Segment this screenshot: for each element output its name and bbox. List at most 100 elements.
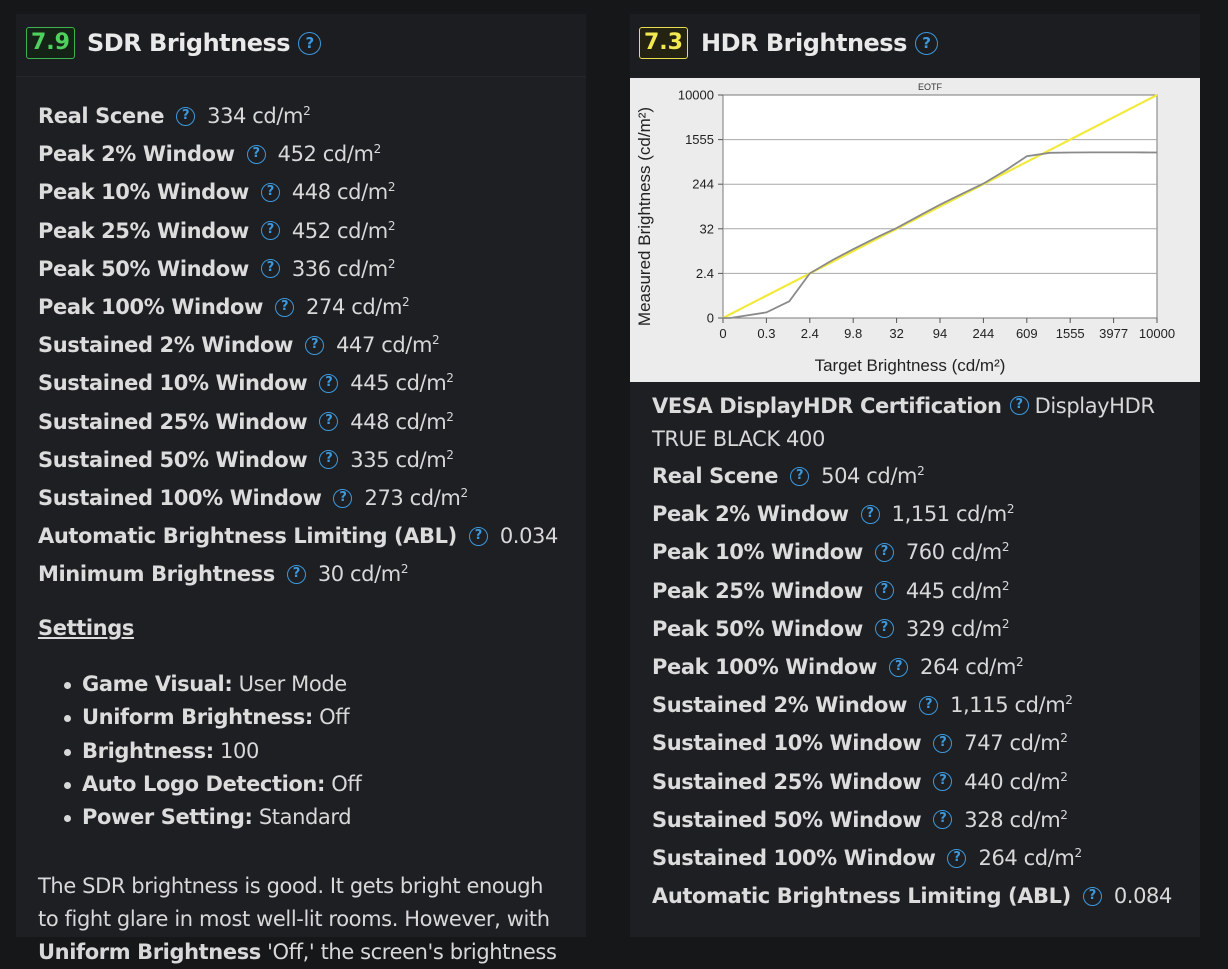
question-circle-icon[interactable]: ? — [874, 581, 894, 601]
question-circle-icon[interactable]: ? — [319, 450, 339, 470]
question-circle-icon[interactable]: ? — [319, 412, 339, 432]
metric-value-text: 335 cd/m — [350, 447, 447, 472]
x-axis-label: Target Brightness (cd/m²) — [815, 356, 1006, 375]
sdr-row: Real Scene? 334 cd/m2 — [38, 101, 311, 131]
metric-value-text: 445 cd/m — [905, 578, 1002, 603]
question-circle-icon[interactable]: ? — [1009, 395, 1029, 415]
metric-value: 445 cd/m2 — [905, 578, 1010, 603]
question-circle-icon[interactable]: ? — [933, 733, 953, 753]
metric-value-text: 334 cd/m — [207, 104, 304, 128]
y-tick-label: 10000 — [678, 88, 714, 103]
metric-label: Sustained 25% Window — [38, 409, 308, 434]
metric-unit-exponent: 2 — [1060, 731, 1068, 746]
metric-unit-exponent: 2 — [1006, 502, 1015, 517]
question-circle-icon[interactable]: ? — [889, 657, 909, 677]
y-axis-label: Measured Brightness (cd/m²) — [635, 107, 654, 326]
metric-value: 264 cd/m2 — [920, 655, 1024, 679]
sdr-row: Sustained 2% Window? 447 cd/m2 — [38, 330, 440, 360]
question-circle-icon[interactable]: ? — [305, 335, 325, 355]
settings-item-label: Game Visual: — [82, 672, 233, 696]
settings-item-value: User Mode — [232, 672, 348, 696]
metric-value: 334 cd/m2 — [207, 104, 311, 128]
metric-value-text: 264 cd/m — [978, 846, 1075, 870]
metric-label: Peak 2% Window — [38, 142, 235, 167]
question-circle-icon[interactable]: ? — [933, 772, 953, 792]
sdr-row: Sustained 50% Window? 335 cd/m2 — [38, 445, 454, 475]
metric-value-text: 452 cd/m — [277, 142, 374, 167]
question-circle-icon[interactable]: ? — [790, 466, 810, 486]
question-circle-icon[interactable]: ? — [874, 619, 894, 639]
question-circle-icon[interactable]: ? — [860, 504, 880, 524]
metric-value-text: 328 cd/m — [964, 807, 1061, 832]
metric-value: 264 cd/m2 — [978, 846, 1082, 870]
question-circle-icon[interactable]: ? — [468, 526, 488, 546]
metric-label: Peak 100% Window — [38, 295, 264, 319]
metric-value-text: 264 cd/m — [920, 655, 1017, 679]
metric-value: 0.084 — [1114, 884, 1173, 908]
x-tick-label: 0.3 — [757, 326, 775, 341]
settings-item-value: 100 — [213, 738, 259, 763]
question-circle-icon[interactable]: ? — [275, 297, 295, 317]
question-circle-icon[interactable]: ? — [919, 695, 939, 715]
metric-value: 504 cd/m2 — [821, 464, 925, 488]
metric-value: 1,151 cd/m2 — [892, 502, 1015, 526]
hdr-brightness-panel: 7.3 HDR Brightness ? 0 2.4 32 244 1555 10000 0… — [630, 14, 1200, 937]
metric-value-text: 0.034 — [499, 524, 559, 549]
metric-unit-exponent: 2 — [387, 218, 396, 233]
sdr-row: Peak 100% Window? 274 cd/m2 — [38, 292, 410, 322]
sdr-title-text: SDR Brightness — [87, 29, 291, 57]
question-circle-icon[interactable]: ? — [933, 810, 953, 830]
settings-item-label: Brightness: — [82, 738, 214, 763]
settings-item-value: Off — [312, 705, 350, 730]
sdr-row: Minimum Brightness? 30 cd/m2 — [38, 559, 409, 589]
question-circle-icon[interactable]: ? — [319, 373, 339, 393]
hdr-row: Peak 100% Window? 264 cd/m2 — [652, 652, 1024, 682]
metric-label: Peak 2% Window — [652, 502, 849, 527]
question-circle-icon[interactable]: ? — [333, 488, 353, 508]
hdr-row: Peak 10% Window? 760 cd/m2 — [652, 537, 1009, 567]
metric-value-text: 445 cd/m — [350, 371, 447, 396]
question-circle-icon[interactable]: ? — [260, 182, 280, 202]
question-circle-icon[interactable]: ? — [947, 848, 967, 868]
sdr-row: Automatic Brightness Limiting (ABL)? 0.03… — [38, 521, 558, 551]
question-circle-icon[interactable]: ? — [1082, 886, 1102, 906]
vesa-certification-row: VESA DisplayHDR Certification? DisplayHDR… — [652, 390, 1182, 456]
question-circle-icon[interactable]: ? — [298, 31, 322, 55]
sdr-row: Sustained 10% Window? 445 cd/m2 — [38, 368, 454, 398]
metric-value-text: 448 cd/m — [291, 180, 388, 205]
metric-unit-exponent: 2 — [917, 464, 925, 478]
metric-label: Sustained 100% Window — [38, 486, 322, 510]
metric-value-text: 274 cd/m — [306, 295, 403, 319]
metric-value-text: 747 cd/m — [964, 731, 1061, 756]
question-circle-icon[interactable]: ? — [260, 259, 280, 279]
question-circle-icon[interactable]: ? — [246, 144, 266, 164]
metric-value: 440 cd/m2 — [964, 769, 1068, 794]
x-tick-label: 9.8 — [844, 326, 862, 341]
eotf-chart: 0 2.4 32 244 1555 10000 0 0.3 2.4 9.8 32 94 244 609 15… — [630, 78, 1200, 382]
settings-item-value: Off — [324, 771, 362, 796]
settings-heading: Settings — [38, 616, 134, 640]
metric-label: Peak 25% Window — [652, 578, 863, 603]
x-tick-label: 0 — [719, 326, 726, 341]
metric-value: 30 cd/m2 — [318, 562, 409, 586]
chart-title: EOTF — [918, 82, 943, 92]
question-circle-icon[interactable]: ? — [260, 221, 280, 241]
hdr-row: Sustained 25% Window? 440 cd/m2 — [652, 767, 1068, 797]
question-circle-icon[interactable]: ? — [874, 542, 894, 562]
settings-item-label: Auto Logo Detection: — [82, 771, 325, 796]
question-circle-icon[interactable]: ? — [286, 564, 306, 584]
sdr-description: The SDR brightness is good. It gets brig… — [38, 870, 568, 969]
question-circle-icon[interactable]: ? — [176, 106, 196, 126]
metric-value: 329 cd/m2 — [906, 617, 1010, 641]
x-tick-label: 10000 — [1139, 326, 1175, 341]
metric-value: 448 cd/m2 — [350, 410, 454, 434]
metric-unit-exponent: 2 — [303, 104, 311, 118]
settings-list: Game Visual: User Mode Uniform Brightness… — [38, 670, 362, 836]
metric-label: Sustained 10% Window — [652, 731, 922, 756]
metric-label: Sustained 10% Window — [38, 371, 308, 396]
metric-unit-exponent: 2 — [1060, 769, 1068, 784]
metric-value: 760 cd/m2 — [906, 540, 1010, 564]
question-circle-icon[interactable]: ? — [914, 31, 938, 55]
sdr-score-badge: 7.9 — [26, 27, 75, 59]
metric-unit-exponent: 2 — [446, 371, 454, 386]
